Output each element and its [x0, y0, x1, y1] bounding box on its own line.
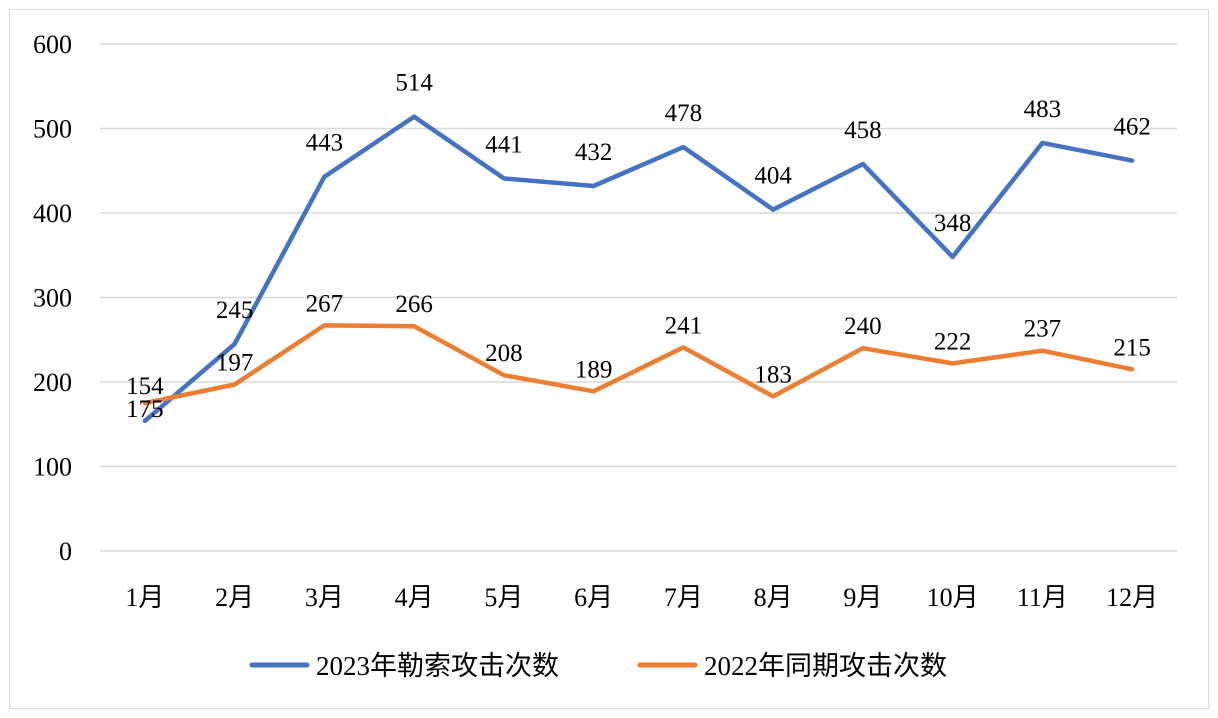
x-tick-label: 3月 — [305, 583, 344, 612]
x-tick-label: 6月 — [574, 583, 613, 612]
y-axis-ticks: 0 100 200 300 400 500 600 — [33, 30, 72, 566]
legend: 2023年勒索攻击次数 2022年同期攻击次数 — [249, 651, 947, 681]
x-tick-label: 2月 — [215, 583, 254, 612]
data-label: 483 — [1024, 96, 1062, 123]
y-tick-label: 600 — [33, 30, 72, 59]
chart-frame — [9, 9, 1209, 709]
legend-label-1: 2023年勒索攻击次数 — [316, 651, 559, 681]
data-label: 237 — [1024, 316, 1062, 343]
data-label: 240 — [844, 313, 882, 340]
y-tick-label: 200 — [33, 368, 72, 397]
y-tick-label: 100 — [33, 453, 72, 482]
x-tick-label: 8月 — [754, 583, 793, 612]
series-line-1 — [142, 114, 1135, 424]
y-tick-label: 300 — [33, 284, 72, 313]
data-label: 458 — [844, 117, 882, 144]
data-label: 222 — [934, 328, 972, 355]
data-label: 432 — [575, 139, 613, 166]
data-label: 404 — [754, 163, 792, 190]
gridlines — [100, 43, 1177, 552]
data-label: 208 — [485, 340, 523, 367]
data-label: 478 — [665, 100, 703, 127]
data-label: 348 — [934, 210, 972, 237]
x-tick-label: 5月 — [484, 583, 523, 612]
data-label: 241 — [665, 312, 703, 339]
data-label: 267 — [306, 290, 344, 317]
data-labels: 154 245 443 514 441 432 478 404 458 348 483 462 175 1… — [126, 70, 1151, 423]
series-line-2 — [142, 323, 1135, 406]
data-label: 462 — [1113, 114, 1151, 141]
x-tick-label: 10月 — [927, 583, 979, 612]
data-label: 175 — [126, 396, 164, 423]
y-tick-label: 400 — [33, 199, 72, 228]
data-label: 266 — [395, 291, 433, 318]
data-label: 245 — [216, 297, 254, 324]
x-tick-label: 7月 — [664, 583, 703, 612]
y-tick-label: 0 — [59, 537, 72, 566]
x-tick-label: 11月 — [1017, 583, 1068, 612]
series-lines — [142, 114, 1135, 424]
x-tick-label: 4月 — [395, 583, 434, 612]
x-axis-ticks: 1月 2月 3月 4月 5月 6月 7月 8月 9月 10月 11月 12月 — [125, 583, 1158, 612]
x-tick-label: 12月 — [1106, 583, 1158, 612]
data-label: 441 — [485, 131, 523, 158]
data-label: 443 — [306, 130, 344, 157]
data-label: 154 — [126, 373, 164, 400]
data-label: 197 — [216, 350, 254, 377]
x-tick-label: 9月 — [843, 583, 882, 612]
data-label: 514 — [395, 70, 433, 97]
y-tick-label: 500 — [33, 115, 72, 144]
x-tick-label: 1月 — [125, 583, 164, 612]
data-label: 215 — [1113, 334, 1151, 361]
data-label: 183 — [754, 361, 792, 388]
legend-label-2: 2022年同期攻击次数 — [704, 651, 947, 681]
data-label: 189 — [575, 356, 613, 383]
